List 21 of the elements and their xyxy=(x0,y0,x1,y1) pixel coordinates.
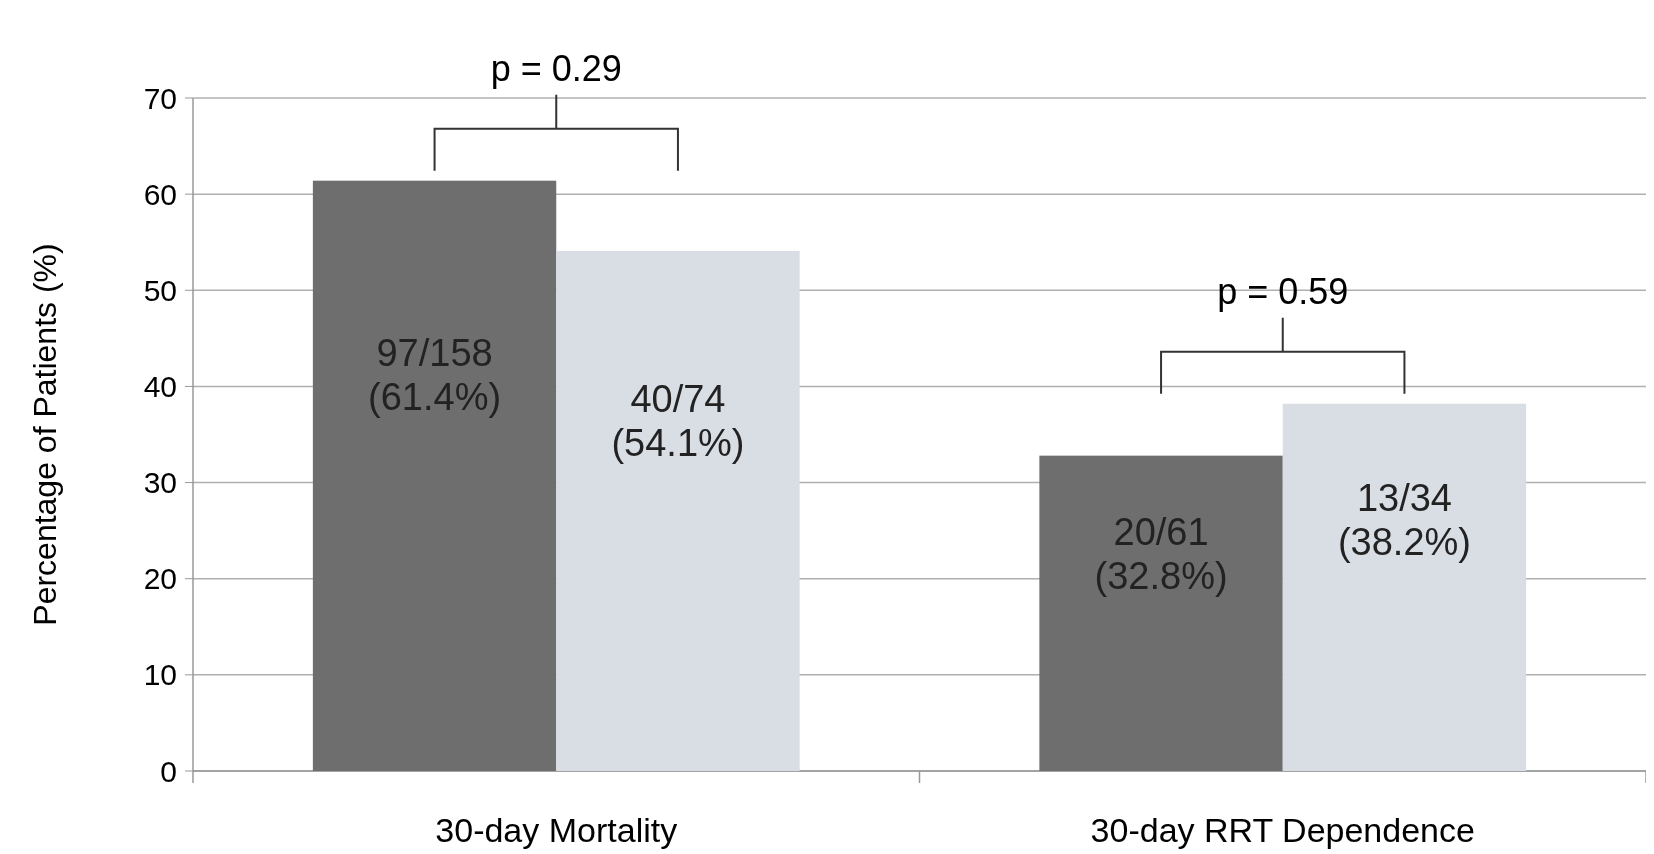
y-tick-label: 30 xyxy=(143,466,177,500)
bar xyxy=(312,180,557,771)
x-tick-label: 30-day RRT Dependence xyxy=(1090,811,1475,849)
data-label: 97/158 (61.4%) xyxy=(368,332,502,419)
y-tick-label: 0 xyxy=(160,754,177,788)
y-tick-label: 10 xyxy=(143,658,177,692)
data-label: 13/34 (38.2%) xyxy=(1337,477,1471,564)
data-label: 20/61 (32.8%) xyxy=(1094,511,1228,598)
y-axis-title: Percentage of Patients (%) xyxy=(27,243,63,626)
y-tick-label: 60 xyxy=(143,177,177,211)
x-tick-label: 30-day Mortality xyxy=(435,811,678,849)
bar xyxy=(1039,455,1283,771)
data-label: 40/74 (54.1%) xyxy=(611,377,745,464)
y-tick-label: 50 xyxy=(143,273,177,307)
bar xyxy=(1282,403,1527,771)
y-tick-label: 40 xyxy=(143,369,177,403)
y-tick-label: 70 xyxy=(143,81,177,115)
bar xyxy=(556,250,800,771)
text: p = 0.29 xyxy=(490,47,622,89)
y-tick-label: 20 xyxy=(143,562,177,596)
annotation: p = 0.59 xyxy=(1217,270,1349,312)
